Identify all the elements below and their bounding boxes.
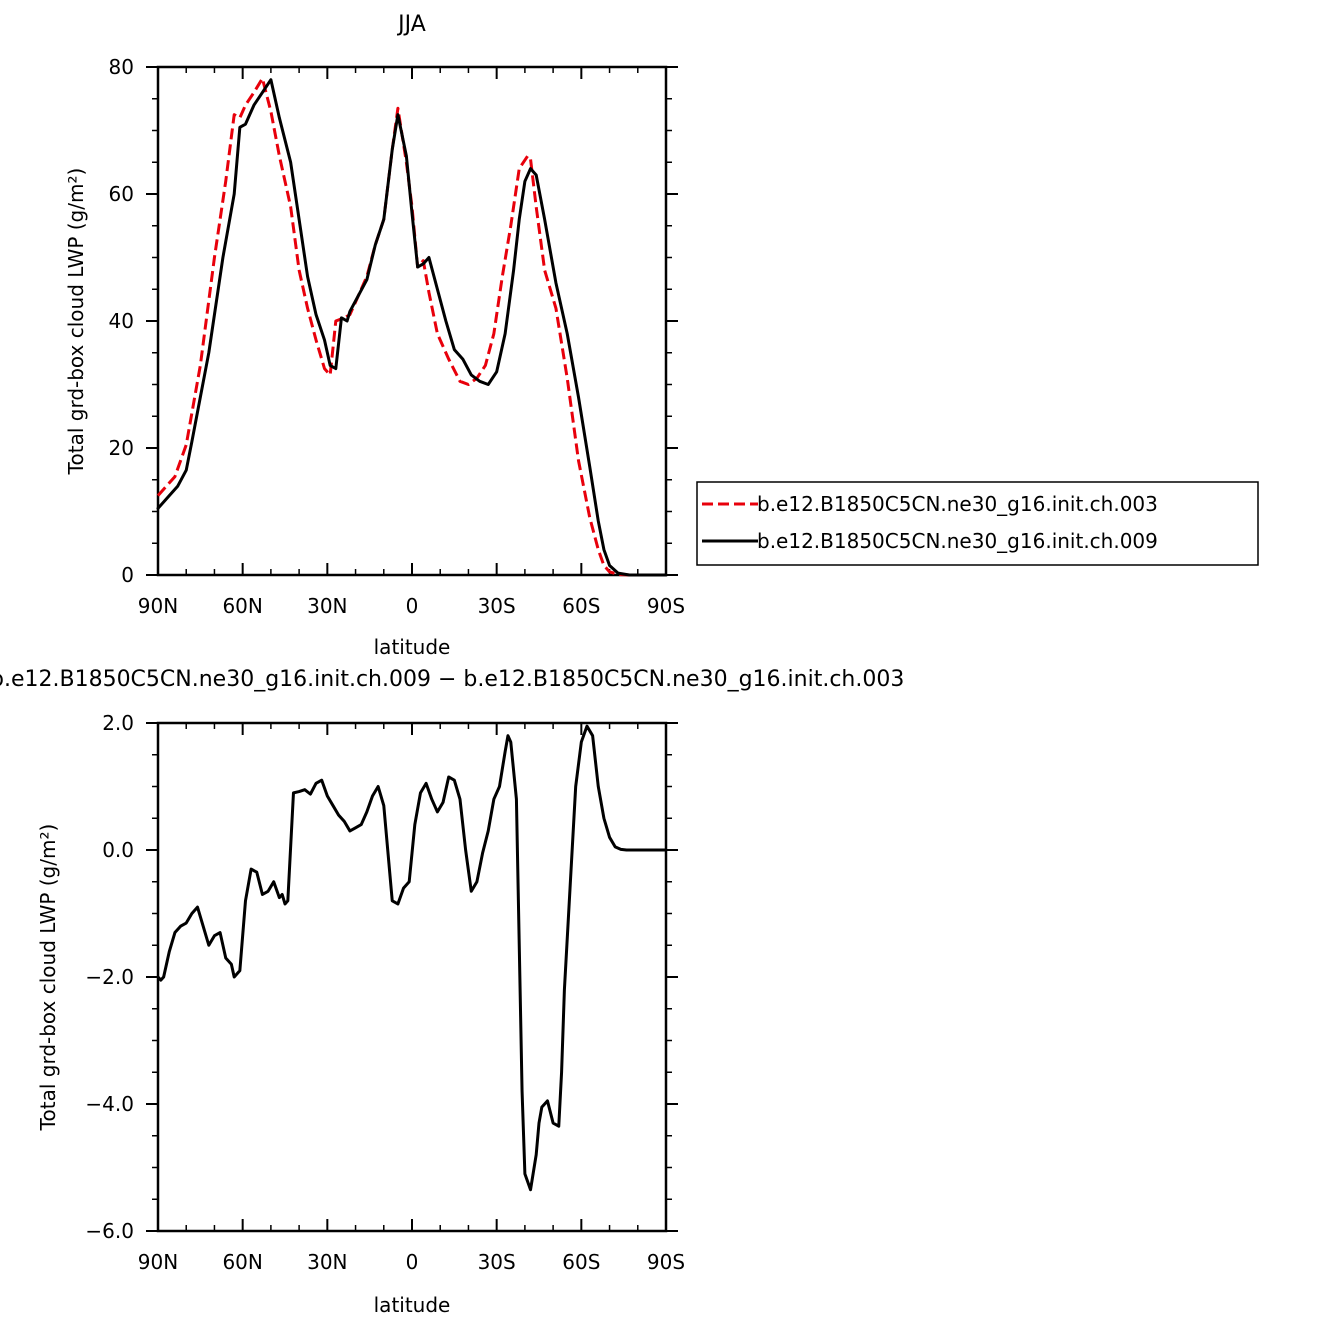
bottom-y-tick-label: −6.0 bbox=[85, 1219, 134, 1243]
top-series-line-1 bbox=[156, 78, 668, 577]
top-chart-title: JJA bbox=[396, 12, 426, 37]
top-series-group bbox=[156, 76, 668, 577]
bottom-x-tick-label: 30N bbox=[307, 1250, 347, 1274]
bottom-x-tick-label: 90N bbox=[138, 1250, 178, 1274]
top-series-line-0 bbox=[156, 76, 666, 577]
top-x-tick-label: 0 bbox=[406, 594, 419, 618]
top-x-tick-label: 30N bbox=[307, 594, 347, 618]
top-y-tick-label: 0 bbox=[121, 563, 134, 587]
legend-label-009: b.e12.B1850C5CN.ne30_g16.init.ch.009 bbox=[757, 529, 1158, 553]
bottom-y-tick-label: −2.0 bbox=[85, 965, 134, 989]
top-x-tick-label: 60N bbox=[222, 594, 262, 618]
top-x-tick-label: 60S bbox=[562, 594, 600, 618]
top-y-tick-label: 60 bbox=[109, 182, 134, 206]
bottom-x-tick-label: 30S bbox=[478, 1250, 516, 1274]
bottom-y-tick-label: −4.0 bbox=[85, 1092, 134, 1116]
top-x-axis-label: latitude bbox=[374, 635, 451, 659]
top-x-tick-label: 30S bbox=[478, 594, 516, 618]
bottom-y-axis-label: Total grd-box cloud LWP (g/m²) bbox=[36, 824, 60, 1132]
top-panel: JJA 90N 60N 30N 0 30S 60S 90S 0 20 40 60 80 latitud… bbox=[64, 12, 685, 659]
bottom-series-group bbox=[156, 724, 668, 1192]
legend: b.e12.B1850C5CN.ne30_g16.init.ch.003 b.e… bbox=[696, 481, 1259, 566]
legend-box bbox=[696, 481, 1259, 566]
bottom-x-tick-label: 60S bbox=[562, 1250, 600, 1274]
top-y-tick-label: 80 bbox=[109, 55, 134, 79]
bottom-y-tick-label: 2.0 bbox=[102, 711, 134, 735]
legend-label-003: b.e12.B1850C5CN.ne30_g16.init.ch.003 bbox=[757, 492, 1158, 516]
bottom-panel: b.e12.B1850C5CN.ne30_g16.init.ch.009 − b… bbox=[0, 667, 904, 1317]
top-y-axis-label: Total grd-box cloud LWP (g/m²) bbox=[64, 168, 88, 476]
bottom-x-tick-label: 60N bbox=[222, 1250, 262, 1274]
top-y-tick-label: 40 bbox=[109, 309, 134, 333]
top-y-tick-label: 20 bbox=[109, 436, 134, 460]
bottom-x-axis-label: latitude bbox=[374, 1293, 451, 1317]
bottom-y-tick-label: 0.0 bbox=[102, 838, 134, 862]
bottom-series-line-0 bbox=[156, 724, 668, 1192]
top-plot-frame bbox=[156, 65, 668, 577]
bottom-chart-title: b.e12.B1850C5CN.ne30_g16.init.ch.009 − b… bbox=[0, 667, 904, 692]
top-x-tick-label: 90S bbox=[647, 594, 685, 618]
bottom-x-tick-label: 0 bbox=[406, 1250, 419, 1274]
bottom-ticks: 90N 60N 30N 0 30S 60S 90S −6.0 −4.0 −2.0 0.0 2.0 bbox=[85, 711, 685, 1274]
top-x-tick-label: 90N bbox=[138, 594, 178, 618]
top-ticks: 90N 60N 30N 0 30S 60S 90S 0 20 40 60 80 bbox=[109, 55, 686, 618]
bottom-x-tick-label: 90S bbox=[647, 1250, 685, 1274]
